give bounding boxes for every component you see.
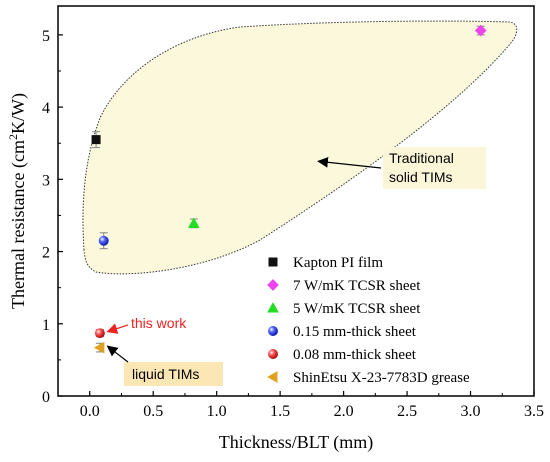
- y-tick-label: 4: [42, 100, 50, 117]
- this-work-label: this work: [131, 315, 187, 331]
- legend-marker-3: [267, 302, 279, 313]
- y-axis: 0 1 2 3 4 5: [42, 28, 63, 406]
- y-axis-title: Thermal resistance (cm2K/W): [6, 93, 29, 309]
- legend-marker-6: [267, 371, 278, 383]
- data-point-3: [187, 217, 200, 228]
- legend-label-3: 5 W/mK TCSR sheet: [293, 301, 421, 317]
- legend-marker-5: [268, 349, 278, 359]
- legend-label-5: 0.08 mm-thick sheet: [293, 347, 417, 363]
- traditional-tims-arrow: [317, 156, 382, 169]
- legend-label-1: Kapton PI film: [293, 255, 383, 271]
- legend-marker-2: [267, 279, 279, 291]
- data-point-4: [98, 235, 109, 246]
- x-axis: 0.0 0.5 1.0 1.5 2.0 2.5 3.0 3.5: [57, 391, 544, 420]
- legend-marker-1: [268, 257, 278, 267]
- plot-area: [57, 5, 535, 397]
- traditional-tims-box: [383, 147, 486, 189]
- y-tick-label: 0: [42, 389, 50, 406]
- legend: Kapton PI film 7 W/mK TCSR sheet 5 W/mK TC…: [267, 255, 470, 386]
- x-tick-label: 3.5: [524, 403, 544, 420]
- x-tick-label: 2.0: [334, 403, 354, 420]
- legend-label-4: 0.15 mm-thick sheet: [293, 324, 417, 340]
- liquid-tims-arrow: [106, 345, 129, 363]
- traditional-tims-label: Traditional solid TIMs: [389, 150, 458, 185]
- y-tick-label: 2: [42, 245, 50, 262]
- x-tick-label: 1.0: [207, 403, 227, 420]
- y-tick-label: 3: [42, 172, 50, 189]
- y-tick-label: 1: [42, 317, 50, 334]
- legend-label-2: 7 W/mK TCSR sheet: [293, 278, 421, 294]
- x-tick-label: 1.5: [270, 403, 290, 420]
- liquid-tims-label: liquid TIMs: [132, 366, 199, 382]
- x-tick-label: 0.5: [143, 403, 163, 420]
- this-work-arrow: [106, 323, 129, 334]
- data-point-6: [94, 341, 105, 354]
- data-point-5: [94, 328, 105, 339]
- liquid-tims-box: [124, 362, 223, 386]
- legend-label-6: ShinEtsu X-23-7783D grease: [293, 370, 470, 386]
- y-tick-label: 5: [42, 28, 50, 45]
- solid-tims-region: [82, 20, 518, 275]
- legend-marker-4: [268, 326, 278, 336]
- data-point-1: [91, 135, 101, 145]
- data-point-2: [474, 24, 487, 37]
- x-tick-label: 0.0: [80, 403, 100, 420]
- data-points: [91, 24, 487, 354]
- x-axis-title: Thickness/BLT (mm): [219, 432, 374, 453]
- x-tick-label: 2.5: [397, 403, 417, 420]
- x-tick-label: 3.0: [461, 403, 481, 420]
